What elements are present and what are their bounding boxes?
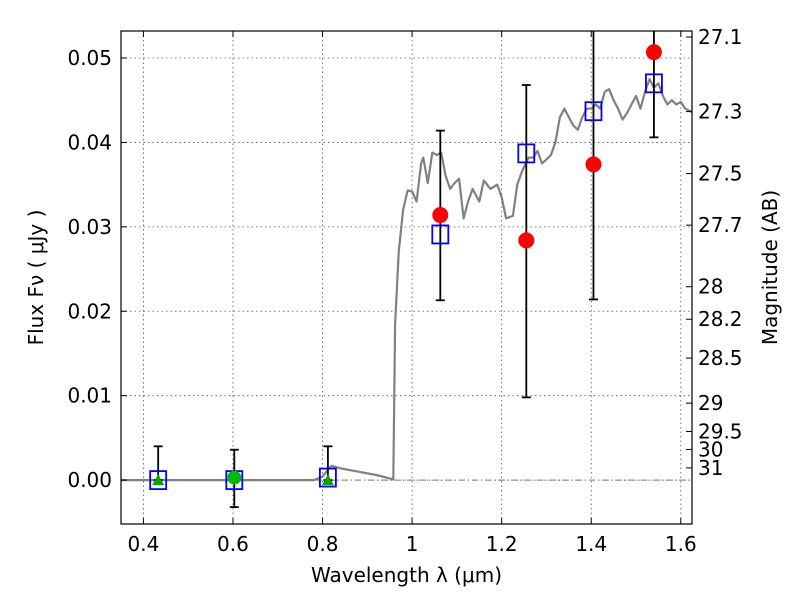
blue-square-point	[149, 470, 168, 491]
data-points	[149, 44, 663, 491]
right-tick-label: 27.7	[698, 213, 743, 237]
right-tick-label: 27.5	[698, 162, 743, 186]
x-tick-label: 1.2	[486, 532, 518, 556]
error-bars	[153, 31, 659, 509]
right-tick-label: 29.5	[698, 420, 743, 444]
y-tick-label: 0.05	[67, 46, 112, 70]
right-tick-label: 30	[698, 437, 723, 461]
grid	[121, 31, 692, 524]
x-tick-label: 0.8	[307, 532, 339, 556]
right-tick-label: 28	[698, 275, 723, 299]
x-tick-label: 0.6	[217, 532, 249, 556]
x-tick-label: 1.4	[575, 532, 607, 556]
red-circle-point	[518, 232, 535, 249]
green-triangle-point	[152, 474, 165, 486]
blue-square-point	[584, 101, 603, 122]
red-circle-point	[585, 156, 602, 173]
x-tick-label: 1	[406, 532, 419, 556]
green-circle-point	[227, 470, 242, 485]
plot-frame	[120, 30, 693, 525]
right-tick-label: 27.1	[698, 25, 743, 49]
right-axis-label: Magnitude (AB)	[758, 190, 782, 345]
spectrum-line	[121, 78, 693, 482]
right-tick-label: 29	[698, 391, 723, 415]
right-tick-label: 31	[698, 456, 723, 480]
x-axis-label: Wavelength λ (μm)	[311, 563, 502, 587]
right-tick-label: 27.3	[698, 100, 743, 124]
blue-square-point	[319, 467, 337, 488]
blue-square-point	[645, 73, 663, 94]
right-tick-label: 28.2	[698, 307, 743, 331]
red-circle-point	[645, 44, 662, 61]
axis-ticks: 0.4 0.6 0.8 1 1.2 1.4 1.6 0.00 0.01 0.02 0.03 0.04 0…	[67, 25, 742, 556]
y-tick-label: 0.01	[67, 384, 112, 408]
y-axis-label: Flux Fν ( μJy )	[24, 210, 48, 346]
y-tick-label: 0.03	[67, 215, 112, 239]
y-tick-label: 0.04	[67, 130, 112, 154]
right-tick-label: 28.5	[698, 346, 743, 370]
y-tick-label: 0.02	[67, 299, 112, 323]
x-tick-label: 0.4	[127, 532, 159, 556]
y-tick-label: 0.00	[67, 468, 112, 492]
blue-square-point	[431, 224, 450, 245]
blue-square-point	[517, 143, 536, 164]
template-spectrum	[121, 78, 693, 482]
x-tick-label: 1.6	[665, 532, 697, 556]
red-circle-point	[432, 207, 449, 224]
green-triangle-point	[321, 474, 334, 486]
